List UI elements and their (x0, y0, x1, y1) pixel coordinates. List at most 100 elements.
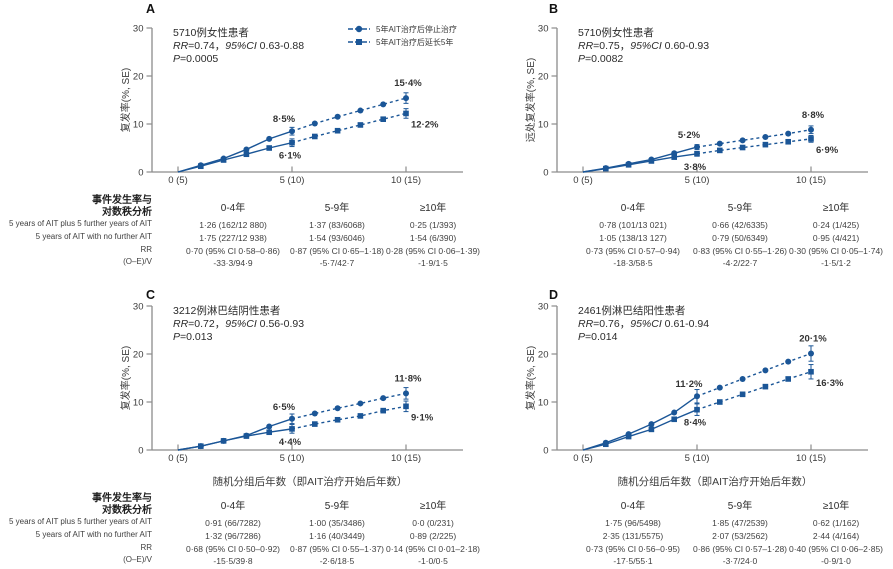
table-cell-p1-r1-c0: 1·05 (138/13 127) (599, 233, 667, 243)
row-label-0: 5 years of AIT plus 5 further years of A… (8, 219, 152, 228)
row-label-1: 5 years of AIT with no further AIT (35, 232, 152, 241)
table-cell-p1-r3-c2: -1·5/1·2 (821, 258, 851, 268)
col-header-0: 0-4年 (620, 501, 646, 512)
data-point-circle (266, 423, 273, 430)
series-line-solid (582, 146, 698, 173)
annotation-end-top: 11·8% (395, 373, 422, 384)
annotation-mid-top: 5·2% (678, 130, 701, 141)
table-cell-p2-r2-c1: 0·87 (95% CI 0·55–1·37) (289, 544, 385, 554)
panel-letter-b: B (549, 2, 559, 16)
series-line-solid (177, 428, 293, 451)
data-point-square (220, 157, 227, 163)
data-point-square (198, 163, 204, 170)
data-point-square (198, 443, 204, 449)
table-cell-p0-r2-c1: 0·87 (95% CI 0·65–1·18) (289, 246, 385, 256)
panel-letter-a: A (146, 2, 156, 16)
series-line-solid (582, 395, 698, 451)
annotation-end-top: 8·8% (802, 110, 825, 121)
table-cell-p2-r1-c1: 1·16 (40/3449) (309, 531, 365, 541)
x-tick-label: 5 (10) (685, 175, 710, 186)
series-line-dashed (291, 112, 407, 144)
y-tick-label: 10 (133, 398, 144, 409)
annotation-end-bottom: 6·9% (816, 145, 839, 156)
annotation-mid-bottom: 6·1% (279, 151, 302, 162)
data-point-circle (380, 395, 387, 402)
table-cell-p1-r0-c1: 0·66 (42/6335) (712, 220, 768, 230)
table-cell-p1-r3-c0: -18·3/58·5 (613, 258, 653, 268)
series-line-solid (582, 153, 698, 173)
table-cell-p3-r0-c0: 1·75 (96/5498) (605, 518, 661, 528)
y-axis-label: 复发率(%, SE) (119, 68, 132, 132)
data-point-square (625, 433, 632, 440)
chart-panel-b: 0 10 20 30 0 (5) 5 (10) 10 (15) 远处复发率(%, SE) 571… (524, 24, 868, 186)
legend-label: 5年AIT治疗后停止治疗 (376, 24, 457, 34)
table-cell-p0-r2-c2: 0·28 (95% CI 0·06–1·39) (385, 246, 481, 256)
table-cell-p3-r3-c0: -17·5/55·1 (613, 556, 653, 566)
table-cell-p2-r3-c2: -1·0/0·5 (418, 556, 448, 566)
stats-line: RR=0.76，95%CI 0.61-0.94 (578, 318, 709, 330)
table-cell-p3-r2-c2: 0·40 (95% CI 0·06–2·85) (788, 544, 884, 554)
data-point-circle (808, 350, 814, 357)
chart-panel-d: 0 10 20 30 0 (5) 5 (10) 10 (15) 复发率(%, SE) 2461例… (524, 302, 868, 464)
p-value-line: P=0.014 (578, 331, 618, 343)
y-tick-label: 30 (133, 302, 144, 313)
data-point-circle (311, 120, 318, 127)
data-point-square (266, 145, 272, 151)
col-header-2: ≥10年 (822, 501, 850, 512)
p-value-line: P=0.0082 (578, 53, 623, 65)
table-header-line2: 对数秩分析 (102, 206, 152, 218)
data-point-square (785, 138, 791, 145)
data-point-square (380, 407, 386, 414)
data-point-square (603, 165, 609, 172)
table-cell-p0-r3-c1: -5·7/42·7 (319, 258, 355, 268)
series-line-dashed (696, 352, 812, 397)
series-line-dashed (696, 129, 812, 148)
data-point-square (625, 162, 632, 168)
data-point-circle (289, 415, 295, 422)
panel-title: 3212例淋巴结阴性患者 (173, 304, 280, 317)
x-tick-label: 5 (10) (280, 175, 305, 186)
table-cell-p2-r0-c2: 0·0 (0/231) (412, 518, 454, 528)
table-cell-p2-r2-c2: 0·14 (95% CI 0·01–2·18) (385, 544, 481, 554)
data-point-circle (403, 390, 409, 397)
table-cell-p3-r1-c1: 2·07 (53/2562) (712, 531, 768, 541)
data-point-square (648, 158, 655, 164)
data-point-square (694, 150, 700, 157)
data-point-square (785, 376, 791, 382)
p-value-line: P=0.0005 (173, 53, 218, 65)
table-cell-p1-r3-c1: -4·2/22·7 (722, 258, 758, 268)
series-line-solid (177, 142, 293, 173)
col-header-1: 5-9年 (324, 203, 350, 214)
col-header-2: ≥10年 (419, 203, 447, 214)
x-tick-label: 10 (15) (391, 453, 421, 464)
table-cell-p0-r1-c1: 1·54 (93/6046) (309, 233, 365, 243)
annotation-mid-top: 6·5% (273, 402, 296, 413)
table-cell-p1-r0-c2: 0·24 (1/425) (812, 220, 860, 230)
annotation-mid-bottom: 4·4% (279, 437, 302, 448)
data-point-square (603, 441, 609, 448)
table-cell-p2-r3-c0: -15·5/39·8 (213, 556, 253, 566)
data-point-circle (311, 410, 318, 417)
y-tick-label: 30 (538, 302, 549, 313)
data-point-circle (785, 358, 792, 365)
data-point-square (266, 429, 272, 436)
row-label-3: (O–E)/V (123, 555, 152, 564)
data-point-square (648, 426, 655, 433)
table-cell-p3-r2-c1: 0·86 (95% CI 0·57–1·28) (692, 544, 788, 554)
data-point-circle (808, 126, 814, 133)
stats-line: RR=0.74，95%CI 0.63-0.88 (173, 40, 304, 52)
data-point-circle (762, 367, 769, 374)
panel-letter-d: D (549, 288, 559, 302)
table-cell-p0-r2-c0: 0·70 (95% CI 0·58–0·86) (185, 246, 281, 256)
xaxis-title-c: 随机分组后年数（即AIT治疗开始后年数） (212, 476, 408, 488)
table-cell-p0-r3-c0: -33·3/94·9 (213, 258, 253, 268)
table-cell-p2-r1-c2: 0·89 (2/225) (409, 531, 457, 541)
stats-line: RR=0.72，95%CI 0.56-0.93 (173, 318, 304, 330)
table-cell-p1-r0-c0: 0·78 (101/13 021) (599, 220, 667, 230)
data-point-square (694, 406, 700, 413)
data-point-square (671, 154, 677, 160)
y-axis-label: 复发率(%, SE) (524, 346, 537, 410)
col-header-1: 5-9年 (324, 501, 350, 512)
panel-title: 2461例淋巴结阳性患者 (578, 304, 685, 317)
table-cell-p0-r0-c2: 0·25 (1/393) (409, 220, 457, 230)
